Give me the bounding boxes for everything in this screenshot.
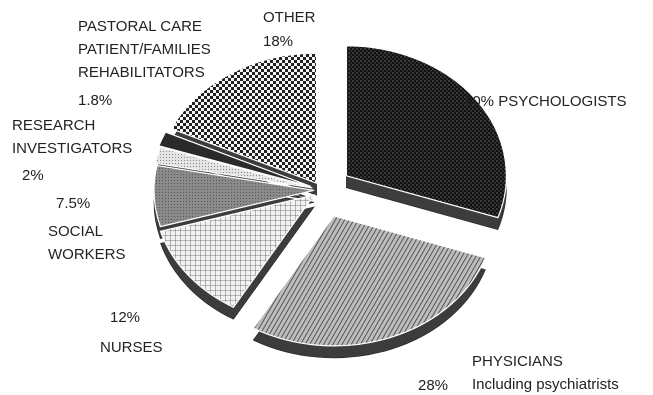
label-physicians-line-1: PHYSICIANS xyxy=(472,353,563,370)
label-pastoral-care-line-1: PASTORAL CARE xyxy=(78,18,202,35)
label-nurses-line-1: NURSES xyxy=(100,339,163,356)
value-label-social-workers: 7.5% xyxy=(56,195,90,212)
slice-psychologists xyxy=(345,45,507,219)
value-label-pastoral-care: 1.8% xyxy=(78,92,112,109)
slice-research-investigators xyxy=(154,146,313,189)
label-psychologists: 30% PSYCHOLOGISTS xyxy=(464,93,627,110)
label-research-investigators-line-1: RESEARCH xyxy=(12,117,95,134)
label-social-workers-line-2: WORKERS xyxy=(48,246,126,263)
value-label-other: 18% xyxy=(263,33,293,50)
pie-labels: 30% PSYCHOLOGISTS PHYSICIANS Including psy… xyxy=(12,9,627,394)
pie-slices xyxy=(153,45,507,347)
value-label-physicians: 28% xyxy=(418,377,448,394)
label-social-workers-line-1: SOCIAL xyxy=(48,223,103,240)
slice-physicians xyxy=(252,215,487,347)
label-physicians-line-2: Including psychiatrists xyxy=(472,376,619,393)
label-research-investigators-line-2: INVESTIGATORS xyxy=(12,140,132,157)
value-label-research-investigators: 2% xyxy=(22,167,44,184)
slice-other xyxy=(170,52,318,185)
slice-social-workers xyxy=(153,164,315,228)
value-label-nurses: 12% xyxy=(110,309,140,326)
slice-pastoral-care xyxy=(158,131,312,188)
slice-nurses xyxy=(159,194,316,309)
label-pastoral-care-line-2: PATIENT/FAMILIES xyxy=(78,41,211,58)
label-other-line-1: OTHER xyxy=(263,9,316,26)
label-pastoral-care-line-3: REHABILITATORS xyxy=(78,64,205,81)
